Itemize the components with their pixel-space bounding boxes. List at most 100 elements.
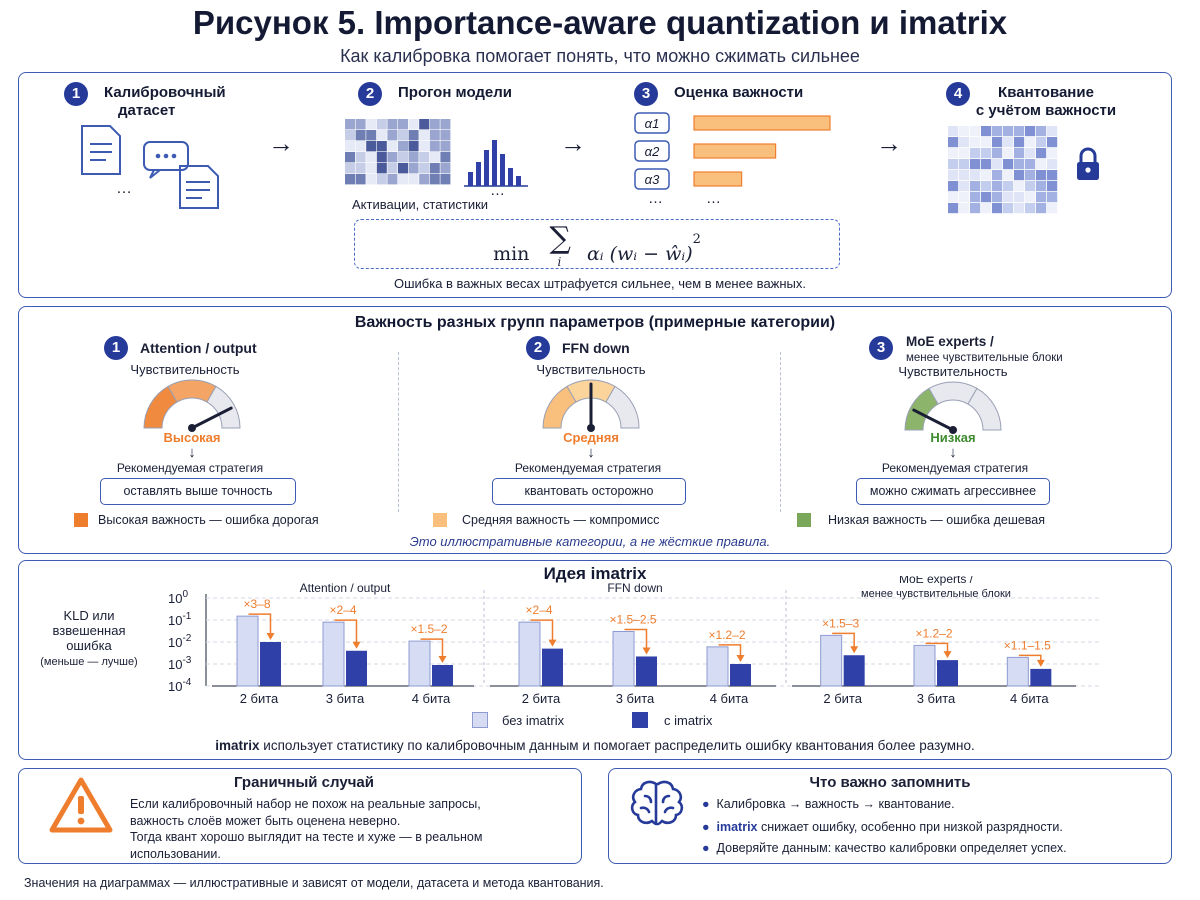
quantized-cell [970,170,981,181]
quantized-cell [1047,137,1058,148]
groups-heading: Важность разных групп параметров (пример… [354,314,836,331]
alpha-ellipsis-2: … [706,190,721,207]
group-1-name: Attention / output [140,340,257,356]
quantized-cell [970,159,981,170]
reduction-arrowhead [850,646,859,654]
bar-without-imatrix [1006,656,1029,687]
activation-cell [429,130,440,141]
quantized-cell [981,159,992,170]
reduction-factor-label: ×2–4 [525,603,552,617]
importance-bars: α1 α2 α3 [634,112,831,190]
activation-cell [366,174,377,185]
y-tick-label: 10-3 [168,655,192,672]
gauge-segment [206,385,241,429]
quantized-cell [992,203,1003,214]
step-4-title: Квантование с учётом важности [975,84,1117,119]
group-1-strategy: оставлять выше точность [100,478,296,505]
gauge-segment [605,385,640,429]
activation-cell [376,119,387,130]
reduction-arrowhead [352,641,361,649]
quantized-cell [948,170,959,181]
quantized-cell [1047,170,1058,181]
quantized-cell [1003,181,1014,192]
reduction-factor-label: ×1.5–2.5 [609,613,656,627]
quantized-cell [970,137,981,148]
step-4-number: 4 [946,82,970,106]
activation-cell [376,152,387,163]
group-3-number: 3 [869,336,893,360]
alpha-box [634,168,670,190]
quantized-cell [948,203,959,214]
documents-icon [81,125,219,209]
group-3-level: Низкая [930,430,976,445]
activation-cell [419,141,430,152]
pipeline-note: Ошибка в важных весах штрафуется сильнее… [393,276,807,291]
activation-cell [366,119,377,130]
bar-with-imatrix [346,650,367,686]
groups-divider-2 [780,352,781,512]
group-1-number: 1 [104,336,128,360]
activation-cell [355,174,366,185]
activation-cell [440,152,451,163]
formula-sum: ∑ i [549,221,571,269]
chart-panel-title: MoE experts / [899,576,974,586]
reduction-factor-label: ×2–4 [329,603,356,617]
group-1-recommend-label: Рекомендуемая стратегия [116,461,264,475]
legend-without-imatrix: без imatrix [502,713,565,728]
step-1-number: 1 [64,82,88,106]
reduction-arrowhead [548,639,557,647]
group-2-sensitivity-label: Чувствительность [536,362,646,377]
quantized-cell [992,170,1003,181]
reduction-factor-label: ×1.2–2 [708,628,745,642]
quantized-cell [1025,137,1036,148]
legend-with-imatrix-swatch [632,712,648,728]
activation-cell [366,130,377,141]
quantized-cell [970,126,981,137]
edge-case-heading: Граничный случай [234,774,374,791]
chart-ylabel: KLD или взвешенная ошибка (меньше — лучше) [40,608,138,668]
quantized-cell [1014,181,1025,192]
activation-cell [398,119,408,130]
activation-cell [345,130,355,141]
reduction-arrow [530,619,554,644]
quantized-cell [948,159,959,170]
formula-box [354,219,840,269]
groups-panel [18,306,1172,554]
activation-cell [376,174,387,185]
activation-cell [355,141,366,152]
quantized-cell [959,159,970,170]
activation-cell [387,174,398,185]
activation-cell [355,119,366,130]
quantized-cell [959,137,970,148]
legend-high-swatch [74,513,88,527]
dataset-ellipsis: … [116,180,132,197]
activation-cell [440,119,451,130]
activation-cell [429,141,440,152]
activation-cell [387,163,398,174]
lock-icon [1077,147,1099,180]
activation-cell [429,119,440,130]
x-tick-label: 2 бита [522,691,561,706]
imatrix-note: imatrix использует статистику по калибро… [215,738,975,753]
activation-cell [398,174,408,185]
bar-with-imatrix [636,656,657,686]
quantized-cell [948,181,959,192]
quantized-cell [992,148,1003,159]
quantized-cell [1003,137,1014,148]
remember-panel [608,768,1172,864]
quantized-cell [981,148,992,159]
histogram-ellipsis: … [490,182,505,199]
group-1-gauge [143,379,241,432]
alpha-label: α2 [645,144,660,159]
group-2-name: FFN down [562,340,630,356]
y-tick-label: 100 [168,589,188,606]
remember-heading: Что важно запомнить [809,774,971,791]
quantized-cell [959,203,970,214]
activation-cell [387,141,398,152]
group-2-strategy: квантовать осторожно [492,478,686,505]
alpha-label: α3 [645,172,660,187]
bar-without-imatrix [706,646,729,687]
alpha-importance-bar [693,115,831,131]
footer-note: Значения на диаграммах — иллюстративные … [24,876,604,890]
bar-without-imatrix [612,631,635,687]
